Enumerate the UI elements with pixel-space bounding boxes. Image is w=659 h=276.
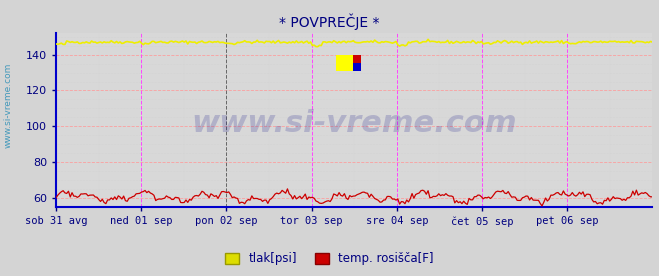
Text: * POVPREČJE *: * POVPREČJE * [279, 14, 380, 30]
Text: www.si-vreme.com: www.si-vreme.com [191, 109, 517, 138]
Legend: tlak[psi], temp. rosišča[F]: tlak[psi], temp. rosišča[F] [220, 248, 439, 270]
Text: www.si-vreme.com: www.si-vreme.com [3, 62, 13, 148]
